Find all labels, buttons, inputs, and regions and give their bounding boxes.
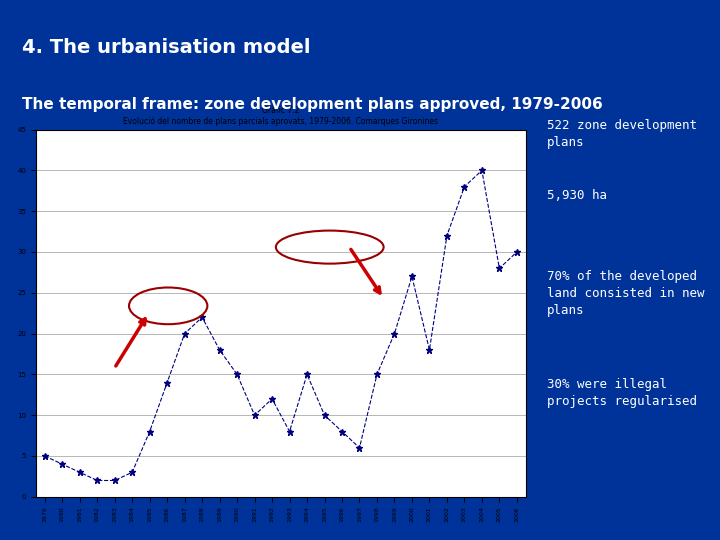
Text: 30% were illegal
projects regularised: 30% were illegal projects regularised bbox=[547, 378, 697, 408]
Text: The temporal frame: zone development plans approved, 1979-2006: The temporal frame: zone development pla… bbox=[22, 97, 603, 112]
Text: 522 zone development
plans: 522 zone development plans bbox=[547, 119, 697, 149]
Text: 70% of the developed
land consisted in new
plans: 70% of the developed land consisted in n… bbox=[547, 270, 705, 317]
Text: 4. The urbanisation model: 4. The urbanisation model bbox=[22, 38, 310, 57]
Text: 5,930 ha: 5,930 ha bbox=[547, 189, 607, 202]
Title: Gràfic 7.2
Evolució del nombre de plans parcials aprovats, 1979-2006. Comarques : Gràfic 7.2 Evolució del nombre de plans … bbox=[123, 106, 438, 126]
